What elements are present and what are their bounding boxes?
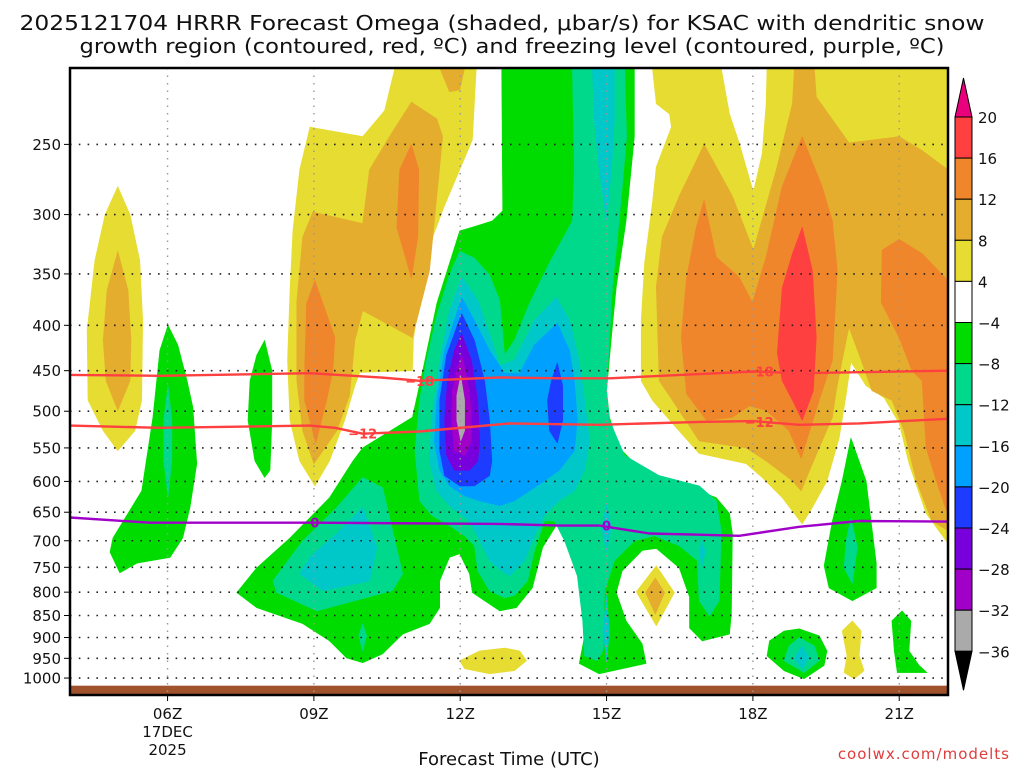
x-axis-label: Forecast Time (UTC) (418, 749, 599, 768)
colorbar-label-12: −32 (978, 602, 1010, 620)
plot-frame (68, 66, 950, 697)
omega-region-20 (358, 623, 367, 652)
colorbar-bin--32-to--28 (954, 568, 973, 611)
colorbar-label-7: −12 (978, 397, 1010, 415)
y-tick-label-600: 600 (32, 473, 61, 491)
colorbar-label-4: 4 (978, 273, 988, 291)
colorbar-under-arrow (954, 650, 973, 691)
contour-label-0-1: 0 (602, 520, 611, 535)
y-tick-label-850: 850 (32, 607, 61, 625)
omega-region-32 (109, 324, 198, 574)
contour-line--18 (70, 369, 948, 382)
y-tick-label-750: 750 (32, 559, 61, 577)
y-tick-label-550: 550 (32, 439, 61, 457)
contour-line--12 (70, 417, 948, 435)
omega-region-39 (794, 645, 810, 670)
colorbar: 20 16 12 8 4 −4 −8 −12 −16 −20 −24 −28 −32 −36 (954, 77, 1010, 691)
colorbar-label-0: 20 (978, 109, 997, 127)
y-tick-label-1000: 1000 (23, 670, 61, 688)
colorbar-label-11: −28 (978, 561, 1010, 579)
terrain-surface (70, 685, 948, 695)
colorbar-label-13: −36 (978, 643, 1010, 661)
y-tick-label-900: 900 (32, 629, 61, 647)
colorbar-bin--24-to--20 (954, 486, 973, 529)
omega-region-4 (439, 68, 465, 92)
x-tick-label-12Z: 12Z (446, 705, 475, 723)
y-tick-label-450: 450 (32, 362, 61, 380)
y-tick-label-950: 950 (32, 650, 61, 668)
contour-label--12-1: −12 (745, 416, 774, 431)
colorbar-bin--8-to--4 (954, 322, 973, 365)
colorbar-over-arrow (954, 77, 973, 118)
colorbar-bin--20-to--16 (954, 445, 973, 488)
omega-region-31 (698, 540, 706, 567)
x-tick-sublabel-1: 2025 (148, 741, 186, 759)
x-tick-sublabel-0: 17DEC (142, 723, 193, 741)
y-tick-label-300: 300 (32, 206, 61, 224)
plot-area: −18 −18 −12 −12 0 0 (70, 68, 948, 695)
colorbar-label-10: −24 (978, 520, 1010, 538)
colorbar-bin-12-to-16 (954, 157, 973, 200)
colorbar-label-9: −20 (978, 479, 1010, 497)
x-tick-label-18Z: 18Z (738, 705, 767, 723)
y-tick-label-350: 350 (32, 265, 61, 283)
x-tick-label-09Z: 09Z (299, 705, 328, 723)
y-tick-label-700: 700 (32, 532, 61, 550)
contour-label--18-1: −18 (745, 366, 774, 381)
colorbar-label-1: 16 (978, 150, 997, 168)
colorbar-bin--4-to-4 (954, 280, 973, 323)
colorbar-label-2: 12 (978, 191, 997, 209)
omega-region-5 (396, 144, 420, 279)
y-tick-label-500: 500 (32, 403, 61, 421)
x-tick-label-15Z: 15Z (592, 705, 621, 723)
omega-region-21 (592, 68, 615, 222)
y-tick-label-400: 400 (32, 317, 61, 335)
omega-region-6 (304, 280, 336, 444)
omega-region-19 (299, 507, 378, 592)
colorbar-bin--28-to--24 (954, 527, 973, 570)
credit-text: coolwx.com/modelts (838, 745, 1010, 763)
omega-region-40 (891, 610, 928, 673)
colorbar-bin-16-to-20 (954, 116, 973, 159)
chart-title-line2: growth region (contoured, red, ºC) and f… (80, 34, 945, 58)
colorbar-label-5: −4 (978, 315, 1000, 333)
colorbar-label-3: 8 (978, 232, 988, 250)
x-tick-label-21Z: 21Z (885, 705, 914, 723)
x-tick-label-06Z: 06Z (153, 705, 182, 723)
omega-region-13 (645, 577, 665, 615)
y-tick-label-250: 250 (32, 136, 61, 154)
omega-region-10 (880, 239, 948, 516)
colorbar-bin-8-to-12 (954, 198, 973, 241)
colorbar-bin-4-to-8 (954, 239, 973, 282)
colorbar-bin--12-to--8 (954, 363, 973, 406)
contour-label--12-0: −12 (348, 428, 377, 443)
contour-label--18-0: −18 (405, 375, 434, 390)
omega-region-14 (459, 647, 527, 675)
omega-region-28 (456, 375, 465, 442)
y-tick-label-800: 800 (32, 584, 61, 602)
colorbar-bin--36-to--32 (954, 609, 973, 652)
contour-line-0 (70, 516, 948, 537)
chart-title-line1: 2025121704 HRRR Forecast Omega (shaded, … (20, 11, 985, 35)
colorbar-label-8: −16 (978, 438, 1010, 456)
colorbar-label-6: −8 (978, 356, 1000, 374)
axes: 250 300 350 400 450 500 550 600 650 700 750 800 850 9… (23, 136, 914, 759)
y-tick-label-650: 650 (32, 504, 61, 522)
colorbar-bin--16-to--12 (954, 404, 973, 447)
contour-label-0-0: 0 (310, 517, 319, 532)
